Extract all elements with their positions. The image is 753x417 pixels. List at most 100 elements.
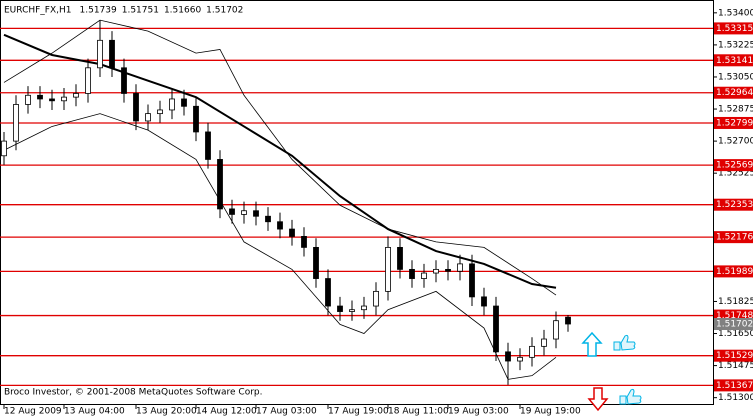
level-label: 1.52353 [716,200,753,210]
marks [0,19,713,387]
chart-title: EURCHF_FX,H1 [4,6,72,16]
candle-body [193,105,199,133]
candle-body [565,316,571,325]
x-tick-label: 13 Aug 04:00 [64,407,125,417]
candle-body [289,228,295,237]
candle-body [361,305,367,311]
plot-frame [0,0,714,405]
up-arrow-icon [581,331,603,357]
y-tick-label: 1.53050 [718,72,753,82]
candle-body [433,268,439,274]
candle-body [37,94,43,100]
candle-body [205,131,211,160]
candle-body [73,93,79,98]
level-label-box [714,198,753,211]
candle-body [313,246,319,279]
candle-body [493,305,499,353]
thumb-icon [619,388,642,405]
x-tick-label: 13 Aug 20:00 [136,407,197,417]
level-label-box [714,349,753,362]
level-label: 1.51989 [716,267,753,277]
y-tick-label: 1.52525 [718,169,753,179]
candle-body [481,296,487,307]
y-tick-label: 1.51300 [718,393,753,403]
y-tick-label: 1.53400 [718,8,753,18]
candle-body [553,320,559,340]
candle-body [277,221,283,230]
level-label-box [714,22,753,35]
y-tick-label: 1.51475 [718,361,753,371]
candle-body [133,93,139,122]
candle-body [97,39,103,69]
x-tick-label: 12 Aug 2009 [4,407,62,417]
down-arrow-icon [587,387,609,412]
y-tick-label: 1.51650 [718,329,753,339]
candle-body [145,113,151,122]
indicator-line [3,19,557,296]
level-label: 1.53315 [716,24,753,34]
y-tick-label: 1.53225 [718,40,753,50]
candle-body [217,159,223,210]
candle-body [325,278,331,307]
level-label: 1.52569 [716,161,753,171]
candle-body [337,305,343,312]
candle-body [253,210,259,217]
level-label: 1.51748 [716,311,753,321]
candle-body [385,246,391,292]
current-price-label: 1.51702 [716,320,753,330]
y-tick-label: 1.52875 [718,105,753,115]
candle-body [13,104,19,142]
candle-body [49,98,55,102]
candle-body [1,140,7,157]
footnote: Broco Investor, © 2001-2008 MetaQuotes S… [4,388,263,398]
indicator-line [3,113,557,380]
level-label-box [714,379,753,392]
candle-body [121,67,127,94]
y-tick-label: 1.52700 [718,137,753,147]
x-tick-label: 19 Aug 19:00 [520,407,581,417]
candle-body [265,215,271,223]
candle-body [301,236,307,248]
candle-body [397,246,403,270]
level-label: 1.51367 [716,381,753,391]
level-label: 1.52964 [716,88,753,98]
level-label: 1.52799 [716,118,753,128]
candle-body [529,345,535,358]
candle-body [469,263,475,298]
y-tick-label: 1.51825 [718,297,753,307]
candle-body [517,356,523,362]
candle-body [421,272,427,279]
x-tick-label: 19 Aug 03:00 [448,407,509,417]
level-label: 1.52176 [716,233,753,243]
x-tick-label: 17 Aug 03:00 [256,407,317,417]
candle-body [25,94,31,105]
level-label-box [714,54,753,67]
quote-value: 1.51702 [206,6,243,16]
quote-value: 1.51751 [122,6,159,16]
candle-body [85,67,91,94]
level-label-box [714,86,753,99]
candle-body [505,351,511,362]
x-tick-label: 17 Aug 19:00 [328,407,389,417]
level-label-box [714,231,753,244]
level-label-box [714,116,753,129]
candle-body [409,268,415,279]
quote-value: 1.51739 [80,6,117,16]
candle-body [349,309,355,312]
candle-body [169,98,175,111]
thumb-up-icon [613,334,636,351]
candle-body [241,210,247,215]
candle-body [109,39,115,69]
candle-body [229,208,235,215]
candle-body [541,338,547,347]
level-label-box [714,265,753,278]
x-tick-label: 18 Aug 11:00 [388,407,449,417]
candle-body [457,263,463,272]
candle-body [373,290,379,307]
level-label-box [714,159,753,172]
level-label: 1.51529 [716,351,753,361]
quote-value: 1.51660 [164,6,201,16]
x-tick-label: 14 Aug 12:00 [196,407,257,417]
candle-body [61,96,67,102]
